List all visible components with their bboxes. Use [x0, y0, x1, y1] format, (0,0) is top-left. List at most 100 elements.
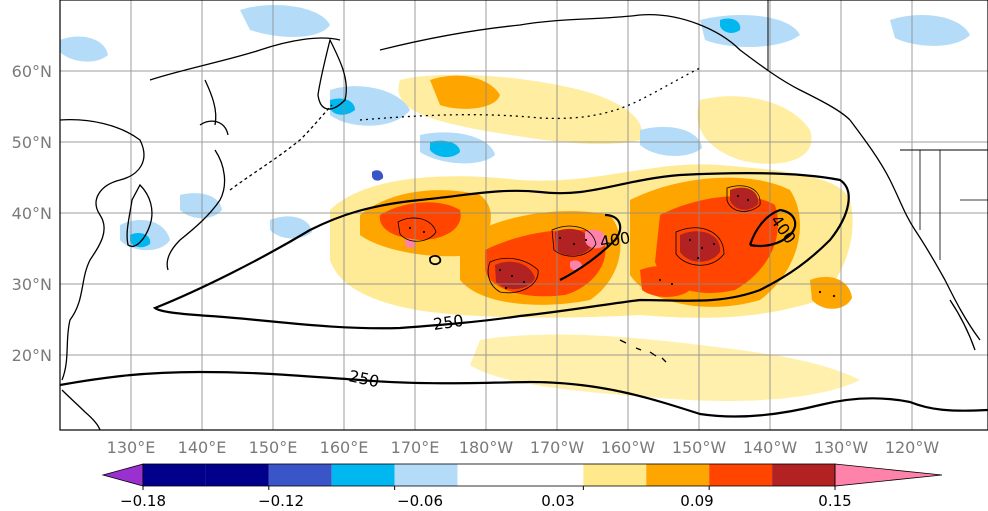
negative-anomaly-lightblue-7 [640, 126, 702, 156]
positive-anomaly-yellow-ne [697, 96, 812, 164]
coast-korea [126, 183, 153, 247]
coast-north-america-west [849, 119, 981, 341]
colorbar-bin [268, 464, 332, 486]
negative-anomaly-lightblue-2 [330, 86, 410, 126]
colorbar-bin [772, 464, 835, 486]
colorbar-bin [457, 464, 584, 486]
cbar-label-009: 0.09 [680, 492, 713, 510]
stipple-dot [510, 274, 514, 278]
negative-anomaly-lightblue-1 [240, 5, 330, 37]
sig-outline-central [487, 257, 539, 294]
contour-250-north [152, 172, 850, 330]
cbar-label-m018: −0.18 [120, 492, 166, 510]
stipple-dot [584, 238, 588, 242]
negative-anomaly-lightblue-6 [180, 193, 222, 219]
negative-anomaly-lightblue-8 [270, 216, 312, 239]
negative-anomaly-blue-1 [430, 140, 460, 158]
stipple-dot [736, 194, 740, 198]
hawaii-islands [619, 339, 667, 363]
lon-label-140e: 140°E [178, 438, 227, 457]
colorbar-extend-min [101, 463, 144, 487]
positive-anomaly-red-west [379, 202, 461, 240]
stipple-dot [712, 242, 716, 246]
border-us-states [919, 150, 988, 260]
lon-label-160e: 160°E [320, 438, 369, 457]
colorbar-bin [646, 464, 710, 486]
stipple-dot [408, 226, 412, 230]
positive-anomaly-darkred-center2 [555, 228, 592, 256]
colorbar-tick-labels: −0.18 −0.12 −0.06 0.03 0.09 0.15 [120, 492, 852, 510]
cbar-label-m006: −0.06 [397, 492, 443, 510]
anomaly-field [60, 5, 970, 401]
map-frame [59, 0, 988, 431]
stipple-dot [504, 286, 508, 290]
coast-sakhalin [204, 79, 217, 126]
colorbar-frame [142, 463, 836, 487]
lon-label-170e: 170°E [391, 438, 440, 457]
stipple-dot [700, 246, 704, 250]
stipple-dot [558, 236, 562, 240]
lon-label-170w: 170°W [530, 438, 585, 457]
lon-label-130w: 130°W [814, 438, 869, 457]
positive-anomaly-pink-1 [585, 229, 607, 249]
sig-outline-ne [726, 185, 761, 212]
lat-label-60n: 60°N [12, 62, 52, 81]
contour-small-ring [429, 255, 442, 266]
contour-400-east [748, 208, 797, 248]
contour-label-250-north: 250 [432, 311, 465, 334]
stipple-dot [696, 256, 700, 260]
lon-label-140w: 140°W [743, 438, 798, 457]
lon-label-150e: 150°E [249, 438, 298, 457]
positive-anomaly-orange-small [430, 75, 500, 109]
colorbar-bin [394, 464, 458, 486]
lon-label-130e: 130°E [107, 438, 156, 457]
positive-anomaly-red-se [640, 266, 695, 297]
coast-okhotsk [149, 37, 341, 81]
contours [60, 172, 988, 418]
longitude-labels: 130°E 140°E 150°E 160°E 170°E 180°W 170°… [107, 438, 940, 457]
lat-label-50n: 50°N [12, 133, 52, 152]
coast-alaska [379, 14, 851, 121]
stipple-dot [670, 282, 674, 286]
significance-stippling [408, 194, 836, 298]
stipple-dot [746, 198, 750, 202]
negative-anomaly-lightblue-10 [60, 36, 108, 62]
coast-kuril-chain [229, 104, 333, 191]
coast-philippines [61, 389, 101, 430]
stipple-dot [522, 280, 526, 284]
stipple-dot [688, 238, 692, 242]
lat-label-40n: 40°N [12, 204, 52, 223]
negative-anomaly-blue-4 [372, 170, 384, 181]
stipple-dot [498, 268, 502, 272]
contour-400-central [559, 213, 622, 281]
latitude-labels: 60°N 50°N 40°N 30°N 20°N [12, 62, 52, 365]
sig-outline-center2 [551, 225, 597, 257]
positive-anomaly-pink-3 [570, 260, 583, 271]
colorbar-bin [143, 464, 206, 486]
negative-anomaly-lightblue-9 [890, 15, 970, 46]
cbar-label-003: 0.03 [541, 492, 574, 510]
colorbar [101, 463, 943, 490]
cbar-label-m012: −0.12 [258, 492, 304, 510]
lat-label-20n: 20°N [12, 346, 52, 365]
sig-outline-east [675, 227, 725, 266]
contour-250-south [60, 370, 988, 418]
coastlines [60, 0, 988, 430]
stipple-dot [818, 290, 822, 294]
stipple-dot [572, 242, 576, 246]
colorbar-extend-max [834, 463, 943, 487]
negative-anomaly-blue-2 [330, 98, 355, 115]
positive-anomaly-darkred-ne [730, 187, 759, 210]
coast-aleutian-chain [359, 67, 701, 121]
coast-baja [949, 299, 976, 351]
colorbar-bin [583, 464, 647, 486]
stipple-dot [422, 230, 426, 234]
lon-label-120w: 120°W [885, 438, 940, 457]
coast-japan [166, 120, 229, 271]
stipple-dot [832, 294, 836, 298]
lon-label-150w: 150°W [672, 438, 727, 457]
significance-outlines [397, 185, 761, 294]
cbar-label-015: 0.15 [818, 492, 851, 510]
lon-label-180w: 180°W [459, 438, 514, 457]
